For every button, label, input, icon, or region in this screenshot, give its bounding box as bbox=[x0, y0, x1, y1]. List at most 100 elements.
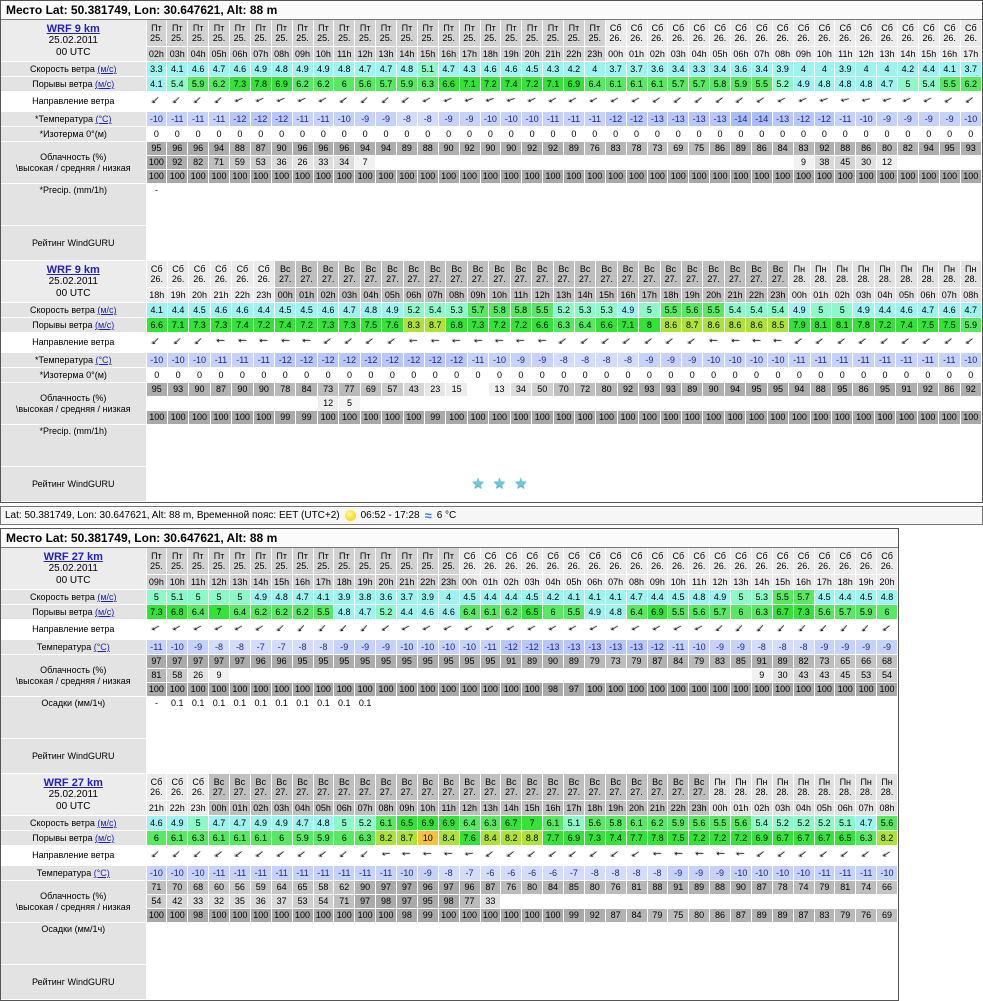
units-link[interactable]: (м/с) bbox=[97, 817, 117, 828]
model-link[interactable]: WRF 27 km bbox=[43, 551, 103, 564]
temperature-cell: -11 bbox=[895, 352, 918, 368]
day-header-cell: Вс 27. bbox=[767, 261, 790, 288]
wind-direction-arrow-icon: → bbox=[858, 93, 875, 112]
wind-direction-cell: → bbox=[417, 619, 439, 640]
model-link[interactable]: WRF 9 km bbox=[46, 264, 100, 277]
wind-direction-row: Направление ветра → → → → → → → → → → → → → → → → → → → → → → →… bbox=[1, 332, 982, 353]
units-link[interactable]: (м/с) bbox=[95, 78, 115, 89]
cloud-mid-cell: 54 bbox=[146, 894, 168, 909]
day-header-cell: Пт 25. bbox=[417, 20, 439, 47]
rating-cell bbox=[731, 965, 752, 1000]
wind-direction-arrow-icon: → bbox=[692, 849, 706, 865]
cloud-high-cell: 87 bbox=[751, 880, 773, 895]
isotherm-cell: 0 bbox=[814, 126, 836, 142]
units-link[interactable]: (м/с) bbox=[97, 304, 117, 315]
units-link[interactable]: (°C) bbox=[95, 354, 112, 365]
units-link[interactable]: (°C) bbox=[95, 113, 112, 124]
temperature-cell: -9 bbox=[354, 111, 377, 127]
temperature-row: Температура (°C) -10 -10 -10 -11 -11 -11 -11 -11… bbox=[1, 865, 898, 881]
cloud-low-cell: 100 bbox=[188, 410, 211, 425]
units-link[interactable]: (м/с) bbox=[95, 606, 115, 617]
units-link[interactable]: (м/с) bbox=[95, 832, 115, 843]
precip-cell bbox=[187, 922, 210, 965]
wind-direction-cell: → bbox=[855, 845, 877, 866]
wind-direction-arrow-icon: → bbox=[314, 620, 334, 640]
wind-direction-arrow-icon: → bbox=[815, 846, 835, 866]
wind-speed-cell: 4.8 bbox=[333, 61, 356, 77]
row-label: *Изотерма 0°(м) bbox=[1, 367, 147, 383]
temperature-cell: -12 bbox=[250, 111, 272, 127]
rating-cell bbox=[564, 739, 585, 774]
units-link[interactable]: (м/с) bbox=[97, 63, 117, 74]
cloud-mid-cell: 92 bbox=[166, 155, 189, 170]
cloud-high-cell: 93 bbox=[660, 382, 683, 397]
model-link[interactable]: WRF 9 km bbox=[46, 23, 100, 36]
rating-cell bbox=[522, 226, 543, 261]
wind-gust-cell: 7.8 bbox=[647, 830, 669, 846]
wind-speed-cell: 3.8 bbox=[354, 589, 377, 605]
cloud-high-cell: 79 bbox=[814, 880, 836, 895]
units-link[interactable]: (м/с) bbox=[95, 319, 115, 330]
wind-speed-cell: 4.2 bbox=[563, 61, 585, 77]
wind-gust-cell: 6.7 bbox=[772, 604, 794, 620]
day-header-cell: Пн 28. bbox=[834, 774, 857, 801]
hour-header-cell: 20h bbox=[521, 46, 544, 62]
wind-direction-cell: → bbox=[626, 845, 647, 866]
wind-speed-cell: 5 bbox=[187, 589, 210, 605]
hour-header-cell: 19h bbox=[500, 46, 523, 62]
wind-direction-arrow-icon: → bbox=[837, 93, 854, 112]
temperature-cell: -11 bbox=[229, 865, 251, 881]
cloud-mid-cell bbox=[584, 155, 606, 170]
temperature-cell: -8 bbox=[208, 639, 230, 655]
cloud-mid-cell bbox=[793, 894, 815, 909]
wind-direction-arrow-icon: → bbox=[606, 846, 626, 866]
star-icon: ★ bbox=[471, 474, 485, 492]
units-link[interactable]: (м/с) bbox=[97, 591, 117, 602]
wind-speed-cell: 5 bbox=[810, 302, 833, 318]
day-header-cell: Вс 27. bbox=[467, 261, 490, 288]
day-header-cell: Сб 26. bbox=[210, 261, 233, 288]
cloud-low-cell: 100 bbox=[647, 169, 669, 184]
day-header-cell: Сб 26. bbox=[834, 20, 857, 47]
location-header: Место Lat: 50.381749, Lon: 30.647621, Al… bbox=[1, 1, 982, 20]
cloud-low-cell: 100 bbox=[574, 410, 597, 425]
temperature-cell: -11 bbox=[313, 111, 335, 127]
precip-cell bbox=[938, 424, 961, 467]
cloud-high-cell: 78 bbox=[772, 880, 794, 895]
hour-header-cell: 02h bbox=[317, 287, 340, 303]
hour-header-cell: 13h bbox=[229, 574, 251, 590]
wind-gust-cell: 7.1 bbox=[459, 76, 481, 92]
temperature-cell: -9 bbox=[834, 639, 857, 655]
wind-gust-cell: 5.5 bbox=[667, 604, 690, 620]
units-link[interactable]: (°C) bbox=[93, 867, 110, 878]
wind-speed-cell: 5 bbox=[208, 589, 230, 605]
wind-gust-cell: 6.7 bbox=[772, 830, 794, 846]
day-header-cell: Сб 26. bbox=[647, 548, 669, 575]
wind-gust-cell: 8.3 bbox=[403, 317, 425, 333]
cloud-mid-cell bbox=[772, 155, 794, 170]
temperature-cell: -10 bbox=[521, 111, 544, 127]
wind-speed-cell: 5.2 bbox=[354, 815, 377, 831]
temperature-cell: -6 bbox=[480, 865, 502, 881]
wind-speed-cell: 4.8 bbox=[271, 589, 293, 605]
wind-direction-arrow-icon: → bbox=[147, 92, 167, 112]
precip-cell bbox=[751, 183, 773, 226]
wind-speed-cell: 5.2 bbox=[772, 815, 794, 831]
wind-direction-arrow-icon: → bbox=[627, 846, 647, 866]
wind-gust-cell: 7.1 bbox=[617, 317, 640, 333]
cloud-low-cell: 100 bbox=[210, 410, 233, 425]
cloud-mid-cell: 9 bbox=[208, 668, 230, 683]
temperature-cell: -10 bbox=[166, 639, 189, 655]
precip-cell bbox=[360, 424, 383, 467]
precip-cell bbox=[333, 922, 356, 965]
rating-cell bbox=[355, 739, 376, 774]
cloud-mid-cell bbox=[960, 396, 983, 411]
cloud-high-cell: 88 bbox=[229, 141, 251, 156]
temperature-cell: -6 bbox=[500, 865, 523, 881]
precip-cell bbox=[617, 424, 640, 467]
wind-direction-cell: → bbox=[772, 619, 794, 640]
isotherm-cell: 0 bbox=[960, 126, 983, 142]
units-link[interactable]: (°C) bbox=[93, 641, 110, 652]
precip-cell bbox=[438, 183, 460, 226]
model-link[interactable]: WRF 27 km bbox=[43, 777, 103, 790]
